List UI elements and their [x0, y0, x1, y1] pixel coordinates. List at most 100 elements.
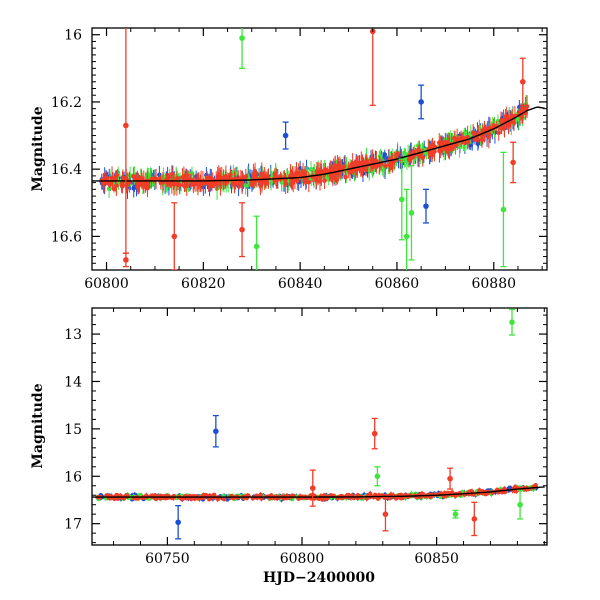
- data-point: [322, 178, 327, 183]
- upper-plot-frame: [91, 27, 548, 271]
- series-red-points: [95, 482, 538, 502]
- data-point: [465, 139, 471, 145]
- y-tick-label: 16.6: [51, 229, 82, 245]
- outlier-point: [175, 519, 181, 526]
- outlier-point: [418, 99, 424, 105]
- data-point: [177, 182, 182, 188]
- data-point: [382, 152, 388, 157]
- data-point: [170, 495, 176, 501]
- data-point: [191, 180, 196, 186]
- outlier-point: [403, 233, 410, 240]
- data-point: [204, 175, 210, 181]
- x-tick-label: 60800: [280, 551, 325, 567]
- data-point: [374, 164, 379, 170]
- data-point: [165, 180, 170, 186]
- outlier-point: [423, 203, 429, 209]
- y-tick-label: 17: [64, 517, 82, 533]
- axis-ticks: 60750 60800 60850 13 14 15 16 17: [64, 308, 547, 567]
- outlier-point: [123, 257, 129, 263]
- data-point: [214, 186, 220, 191]
- data-point: [473, 137, 479, 142]
- data-point: [221, 496, 227, 502]
- data-point: [332, 163, 338, 168]
- data-point: [113, 175, 118, 181]
- data-point: [139, 175, 144, 181]
- y-tick-label: 13: [64, 327, 82, 343]
- data-point: [206, 496, 212, 502]
- outlier-point: [382, 511, 389, 517]
- data-point: [416, 148, 422, 153]
- outlier-point: [500, 206, 507, 213]
- outlier-point: [510, 159, 516, 166]
- data-point: [390, 160, 395, 166]
- data-point: [487, 132, 492, 138]
- outlier-point: [519, 78, 526, 85]
- outlier-points: [175, 308, 524, 540]
- outlier-point: [171, 233, 178, 240]
- data-point: [511, 120, 517, 126]
- axis-ticks: 60800 60820 60840 60860 60880 16 16.2 16.4 16.6: [51, 27, 547, 292]
- data-point: [104, 175, 110, 181]
- outlier-point: [239, 226, 245, 233]
- data-point: [232, 181, 237, 187]
- y-tick-label: 16: [64, 469, 82, 485]
- data-point: [383, 163, 388, 168]
- data-point: [113, 494, 119, 499]
- data-point: [119, 181, 125, 187]
- data-point: [308, 167, 314, 172]
- data-point: [174, 176, 180, 181]
- data-point: [355, 160, 361, 166]
- data-point: [131, 174, 136, 179]
- model-curve: [92, 106, 545, 182]
- data-point: [343, 174, 348, 180]
- x-tick-label: 60880: [471, 276, 516, 292]
- data-point: [496, 130, 502, 136]
- y-tick-label: 14: [64, 374, 82, 390]
- lower-x-axis-label: HJD−2400000: [263, 570, 375, 586]
- outlier-point: [309, 485, 316, 491]
- lower-light-curve-panel: Magnitude HJD−2400000 60750 60800 60850 13 1…: [30, 307, 548, 586]
- x-tick-label: 60850: [414, 551, 459, 567]
- data-point: [209, 183, 215, 189]
- data-point: [402, 150, 407, 156]
- lower-y-axis-label: Magnitude: [30, 383, 46, 468]
- outlier-point: [374, 473, 381, 480]
- data-point: [432, 149, 437, 154]
- data-point: [409, 155, 414, 161]
- data-point: [151, 176, 157, 182]
- data-point: [420, 155, 426, 160]
- data-point: [503, 114, 508, 120]
- data-point: [470, 130, 476, 136]
- data-point: [436, 140, 442, 145]
- outlier-point: [509, 319, 515, 326]
- outlier-point: [398, 196, 405, 203]
- data-point: [303, 179, 308, 185]
- data-point: [451, 143, 456, 149]
- data-point: [317, 179, 323, 184]
- y-tick-label: 16: [64, 28, 82, 44]
- x-tick-label: 60860: [375, 276, 420, 292]
- data-point: [360, 166, 366, 171]
- model-curve: [92, 486, 545, 498]
- data-point: [519, 107, 524, 112]
- data-point: [499, 126, 504, 131]
- data-point: [161, 495, 167, 501]
- data-point: [370, 164, 375, 170]
- data-point: [367, 491, 373, 497]
- data-point: [187, 493, 193, 499]
- upper-light-curve-panel: Magnitude 60800 60820 60840 60860 60880 16 16.…: [30, 27, 548, 292]
- y-tick-label: 16.4: [51, 162, 82, 178]
- outlier-point: [253, 243, 260, 250]
- outlier-point: [213, 428, 219, 435]
- x-tick-label: 60750: [145, 551, 190, 567]
- data-point: [259, 171, 265, 177]
- x-tick-label: 60800: [84, 276, 129, 292]
- data-point: [272, 172, 278, 177]
- outlier-point: [471, 516, 478, 522]
- data-point: [243, 183, 248, 188]
- outlier-point: [408, 210, 415, 216]
- data-point: [219, 175, 225, 181]
- x-tick-label: 60820: [181, 276, 226, 292]
- data-point: [278, 174, 283, 179]
- upper-y-axis-label: Magnitude: [30, 106, 46, 191]
